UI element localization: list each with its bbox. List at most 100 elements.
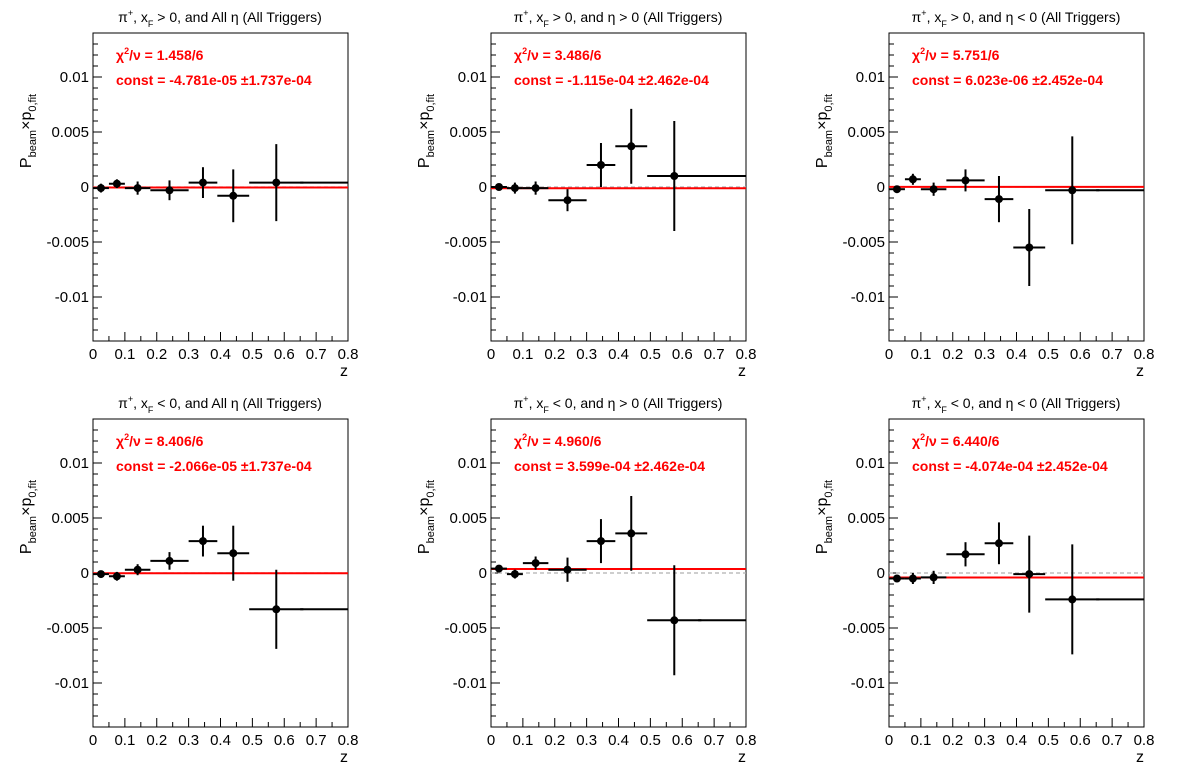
data-point bbox=[670, 616, 679, 625]
chart-panel-4: π+, xF < 0, and All η (All Triggers) 0 0.1… bbox=[18, 394, 358, 766]
fit-const-text: const = 6.023e-06 ±2.452e-04 bbox=[912, 72, 1103, 88]
y-axis-title: Pbeam×p0,fit bbox=[18, 94, 39, 168]
x-tick-label: 0.3 bbox=[974, 346, 995, 363]
y-tick-label: 0 bbox=[479, 565, 487, 582]
x-tick-label: 0 bbox=[487, 346, 495, 363]
y-tick-label: 0.01 bbox=[60, 455, 89, 472]
data-point bbox=[96, 570, 105, 579]
x-tick-label: 0.8 bbox=[338, 346, 359, 363]
fit-chi2-text: χ2/ν = 6.440/6 bbox=[912, 432, 1000, 449]
x-tick-label: 0.3 bbox=[178, 346, 199, 363]
fit-chi2-text: χ2/ν = 1.458/6 bbox=[116, 46, 204, 63]
y-tick-label: 0.01 bbox=[856, 455, 885, 472]
y-tick-label: -0.01 bbox=[453, 675, 487, 692]
fit-chi2-text: χ2/ν = 5.751/6 bbox=[912, 46, 1000, 63]
x-axis-title: z bbox=[340, 363, 348, 380]
x-tick-label: 0.7 bbox=[306, 732, 327, 749]
fit-const-text: const = -1.115e-04 ±2.462e-04 bbox=[514, 72, 709, 88]
x-axis-title: z bbox=[738, 749, 746, 766]
data-point bbox=[1025, 243, 1034, 252]
x-tick-label: 0.6 bbox=[672, 346, 693, 363]
fit-chi2-text: χ2/ν = 8.406/6 bbox=[116, 432, 204, 449]
data-point bbox=[494, 183, 503, 191]
x-tick-label: 0.5 bbox=[1038, 732, 1059, 749]
y-tick-label: -0.01 bbox=[851, 675, 885, 692]
data-point bbox=[627, 142, 636, 151]
x-axis-title: z bbox=[1136, 363, 1144, 380]
y-tick-label: -0.01 bbox=[851, 289, 885, 306]
data-point bbox=[563, 196, 572, 205]
y-tick-label: 0 bbox=[81, 179, 89, 196]
y-tick-label: 0.01 bbox=[458, 455, 487, 472]
y-tick-label: -0.005 bbox=[444, 234, 487, 251]
data-point bbox=[596, 161, 605, 169]
y-tick-label: -0.01 bbox=[55, 289, 89, 306]
x-tick-label: 0.2 bbox=[544, 346, 565, 363]
data-point bbox=[531, 559, 540, 568]
fit-const-text: const = 3.599e-04 ±2.462e-04 bbox=[514, 458, 705, 474]
y-tick-label: 0.005 bbox=[847, 124, 885, 141]
x-tick-label: 0.8 bbox=[736, 346, 757, 363]
x-tick-label: 0.5 bbox=[242, 732, 263, 749]
x-tick-label: 0.8 bbox=[736, 732, 757, 749]
x-tick-label: 0.1 bbox=[910, 346, 931, 363]
x-tick-label: 0 bbox=[885, 346, 893, 363]
y-axis-title: Pbeam×p0,fit bbox=[416, 94, 437, 168]
data-point bbox=[563, 565, 572, 574]
y-tick-label: 0.01 bbox=[60, 69, 89, 86]
chart-title: π+, xF > 0, and All η (All Triggers) bbox=[118, 8, 322, 29]
data-point bbox=[531, 184, 540, 193]
data-point bbox=[994, 539, 1003, 548]
x-tick-label: 0.7 bbox=[1102, 732, 1123, 749]
x-tick-label: 0.3 bbox=[576, 732, 597, 749]
x-tick-label: 0.2 bbox=[942, 346, 963, 363]
data-point bbox=[908, 175, 917, 184]
x-axis-title: z bbox=[1136, 749, 1144, 766]
y-tick-label: -0.005 bbox=[842, 620, 885, 637]
x-tick-label: 0.4 bbox=[210, 732, 231, 749]
data-point bbox=[961, 550, 970, 559]
y-tick-label: -0.005 bbox=[46, 234, 89, 251]
y-axis-title: Pbeam×p0,fit bbox=[814, 480, 835, 554]
x-tick-label: 0.1 bbox=[114, 346, 135, 363]
data-point bbox=[1068, 595, 1077, 604]
y-tick-label: 0 bbox=[81, 565, 89, 582]
x-tick-label: 0.6 bbox=[1070, 346, 1091, 363]
x-tick-label: 0.5 bbox=[1038, 346, 1059, 363]
chart-panel-3: π+, xF > 0, and η < 0 (All Triggers) 0 0.1… bbox=[814, 8, 1154, 380]
y-tick-label: -0.01 bbox=[453, 289, 487, 306]
data-point bbox=[908, 574, 917, 583]
data-point bbox=[112, 572, 121, 581]
x-tick-label: 0.1 bbox=[512, 346, 533, 363]
fit-const-text: const = -4.781e-05 ±1.737e-04 bbox=[116, 72, 312, 88]
x-tick-label: 0.2 bbox=[942, 732, 963, 749]
y-tick-label: 0.005 bbox=[51, 510, 89, 527]
chart-panel-2: π+, xF > 0, and η > 0 (All Triggers) 0 0.1… bbox=[416, 8, 756, 380]
data-point bbox=[229, 549, 238, 558]
data-point bbox=[1068, 186, 1077, 195]
x-tick-label: 0.7 bbox=[704, 732, 725, 749]
x-tick-label: 0.3 bbox=[576, 346, 597, 363]
x-tick-label: 0.4 bbox=[608, 732, 629, 749]
data-point bbox=[272, 605, 281, 614]
y-tick-label: -0.005 bbox=[842, 234, 885, 251]
data-point bbox=[994, 195, 1003, 204]
x-tick-label: 0.5 bbox=[242, 346, 263, 363]
data-point bbox=[670, 172, 679, 180]
data-point bbox=[96, 184, 105, 193]
data-point bbox=[929, 185, 938, 194]
fit-chi2-text: χ2/ν = 3.486/6 bbox=[514, 46, 602, 63]
x-tick-label: 0.2 bbox=[146, 346, 167, 363]
data-point bbox=[494, 564, 503, 573]
x-tick-label: 0.3 bbox=[974, 732, 995, 749]
chart-panel-5: π+, xF < 0, and η > 0 (All Triggers) 0 0.1… bbox=[416, 394, 756, 766]
y-tick-label: 0.005 bbox=[847, 510, 885, 527]
y-tick-label: -0.005 bbox=[46, 620, 89, 637]
data-point bbox=[165, 186, 174, 195]
x-tick-label: 0.4 bbox=[1006, 732, 1027, 749]
x-tick-label: 0.1 bbox=[114, 732, 135, 749]
x-tick-label: 0.7 bbox=[704, 346, 725, 363]
data-point bbox=[133, 565, 142, 574]
x-tick-label: 0.1 bbox=[512, 732, 533, 749]
data-point bbox=[892, 185, 901, 194]
